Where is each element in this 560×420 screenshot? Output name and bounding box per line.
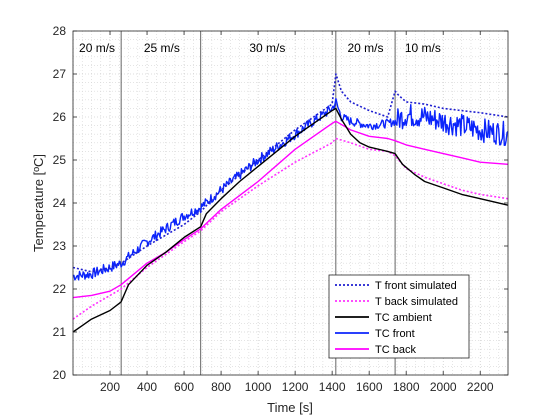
- x-tick-label: 1000: [245, 380, 272, 394]
- x-tick-label: 800: [211, 380, 231, 394]
- region-label: 30 m/s: [249, 41, 285, 55]
- region-labels: 20 m/s 25 m/s 30 m/s 20 m/s 10 m/s: [79, 41, 441, 55]
- legend: T front simulated T back simulated TC ambi…: [328, 274, 470, 359]
- x-tick-label: 600: [174, 380, 194, 394]
- region-label: 25 m/s: [144, 41, 180, 55]
- region-label: 10 m/s: [405, 41, 441, 55]
- x-tick-label: 1200: [282, 380, 309, 394]
- x-tick-label: 2200: [467, 380, 494, 394]
- x-tick-label: 1800: [393, 380, 420, 394]
- legend-label: TC ambient: [375, 312, 432, 324]
- y-tick-label: 26: [53, 110, 67, 124]
- y-axis-ticks: 20 21 22 23 24 25 26 27 28: [53, 24, 508, 382]
- x-axis-title: Time [s]: [267, 400, 313, 415]
- legend-entries: T front simulated T back simulated TC ambi…: [335, 280, 458, 356]
- series-line-t-front-simulated: [72, 73, 509, 273]
- y-tick-label: 23: [53, 239, 67, 253]
- legend-label: T back simulated: [375, 296, 458, 308]
- legend-label: T front simulated: [375, 280, 457, 292]
- x-tick-label: 1400: [319, 380, 346, 394]
- x-tick-label: 200: [100, 380, 120, 394]
- series-line-tc-ambient: [72, 107, 509, 333]
- x-tick-label: 2000: [430, 380, 457, 394]
- y-tick-label: 27: [53, 67, 67, 81]
- y-tick-label: 21: [53, 325, 67, 339]
- y-tick-label: 22: [53, 282, 67, 296]
- y-tick-label: 25: [53, 153, 67, 167]
- legend-label: TC front: [375, 328, 415, 340]
- region-label: 20 m/s: [347, 41, 383, 55]
- y-axis-title: Temperature [ºC]: [31, 154, 46, 252]
- x-axis-ticks: 200 400 600 800 1000 1200 1400 1600 1800 2000 2200: [100, 31, 494, 394]
- x-tick-label: 1600: [356, 380, 383, 394]
- series-line-tc-front: [72, 97, 509, 281]
- region-label: 20 m/s: [79, 41, 115, 55]
- series-line-tc-back: [72, 120, 509, 299]
- y-tick-label: 28: [53, 24, 67, 38]
- y-tick-label: 24: [53, 196, 67, 210]
- series-group: [72, 73, 509, 333]
- legend-label: TC back: [375, 344, 416, 356]
- y-tick-label: 20: [53, 368, 67, 382]
- x-tick-label: 400: [137, 380, 157, 394]
